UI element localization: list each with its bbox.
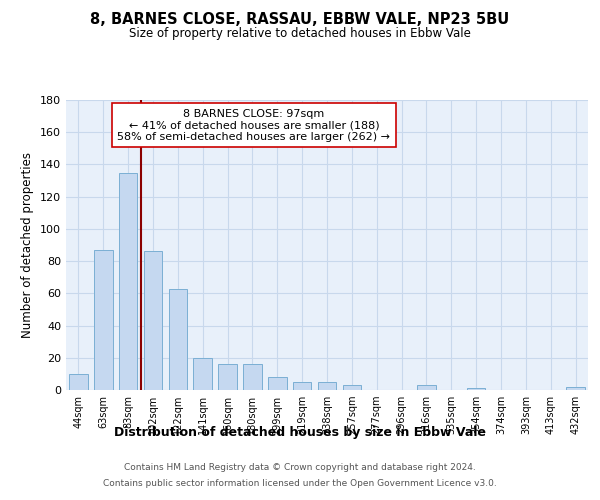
Text: Size of property relative to detached houses in Ebbw Vale: Size of property relative to detached ho… bbox=[129, 28, 471, 40]
Bar bbox=[293, 382, 311, 390]
Bar bbox=[193, 358, 212, 390]
Text: Contains HM Land Registry data © Crown copyright and database right 2024.: Contains HM Land Registry data © Crown c… bbox=[124, 464, 476, 472]
Bar bbox=[243, 364, 262, 390]
Text: 8 BARNES CLOSE: 97sqm
← 41% of detached houses are smaller (188)
58% of semi-det: 8 BARNES CLOSE: 97sqm ← 41% of detached … bbox=[118, 108, 391, 142]
Bar bbox=[119, 172, 137, 390]
Bar bbox=[143, 252, 163, 390]
Text: Distribution of detached houses by size in Ebbw Vale: Distribution of detached houses by size … bbox=[114, 426, 486, 439]
Bar bbox=[169, 288, 187, 390]
Bar bbox=[417, 385, 436, 390]
Bar bbox=[343, 385, 361, 390]
Bar bbox=[566, 387, 585, 390]
Bar bbox=[218, 364, 237, 390]
Y-axis label: Number of detached properties: Number of detached properties bbox=[22, 152, 34, 338]
Bar bbox=[69, 374, 88, 390]
Bar bbox=[317, 382, 337, 390]
Bar bbox=[467, 388, 485, 390]
Bar bbox=[268, 377, 287, 390]
Text: Contains public sector information licensed under the Open Government Licence v3: Contains public sector information licen… bbox=[103, 478, 497, 488]
Bar bbox=[94, 250, 113, 390]
Text: 8, BARNES CLOSE, RASSAU, EBBW VALE, NP23 5BU: 8, BARNES CLOSE, RASSAU, EBBW VALE, NP23… bbox=[91, 12, 509, 28]
